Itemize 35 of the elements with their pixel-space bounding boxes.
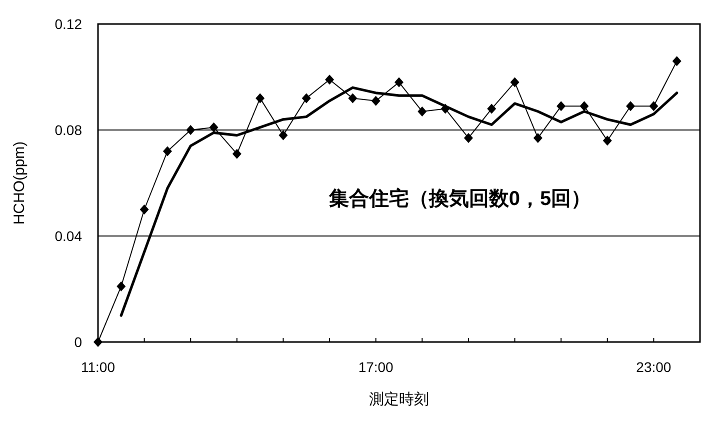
point [162, 146, 172, 156]
point [325, 74, 334, 85]
y-tick-label: 0 [74, 334, 82, 350]
x-axis-title: 測定時刻 [369, 391, 429, 408]
point [580, 101, 589, 112]
point [256, 93, 265, 104]
point [672, 56, 682, 66]
point [464, 132, 473, 143]
x-tick-label: 11:00 [81, 359, 116, 375]
y-tick-label: 0.12 [54, 16, 82, 32]
point [649, 101, 658, 112]
x-tick-label: 17:00 [358, 359, 394, 375]
point [626, 101, 636, 112]
point [232, 148, 242, 159]
point [556, 101, 566, 112]
annotation: 集合住宅（換気回数0，5回） [328, 187, 592, 210]
point [602, 136, 612, 146]
x-tick-label: 23:00 [636, 359, 672, 375]
point [487, 104, 496, 114]
point [140, 204, 149, 214]
point [371, 96, 380, 106]
point [94, 337, 102, 347]
point [533, 132, 542, 143]
point [348, 93, 358, 104]
point [278, 130, 288, 140]
point [302, 93, 311, 104]
point [394, 77, 404, 88]
y-tick-label: 0.08 [54, 122, 82, 138]
point [116, 281, 126, 292]
y-tick-label: 0.04 [54, 228, 82, 244]
point [418, 106, 427, 116]
y-axis-title: HCHO(ppm) [11, 141, 28, 225]
point [510, 77, 520, 88]
point [209, 122, 218, 132]
point [186, 125, 196, 135]
